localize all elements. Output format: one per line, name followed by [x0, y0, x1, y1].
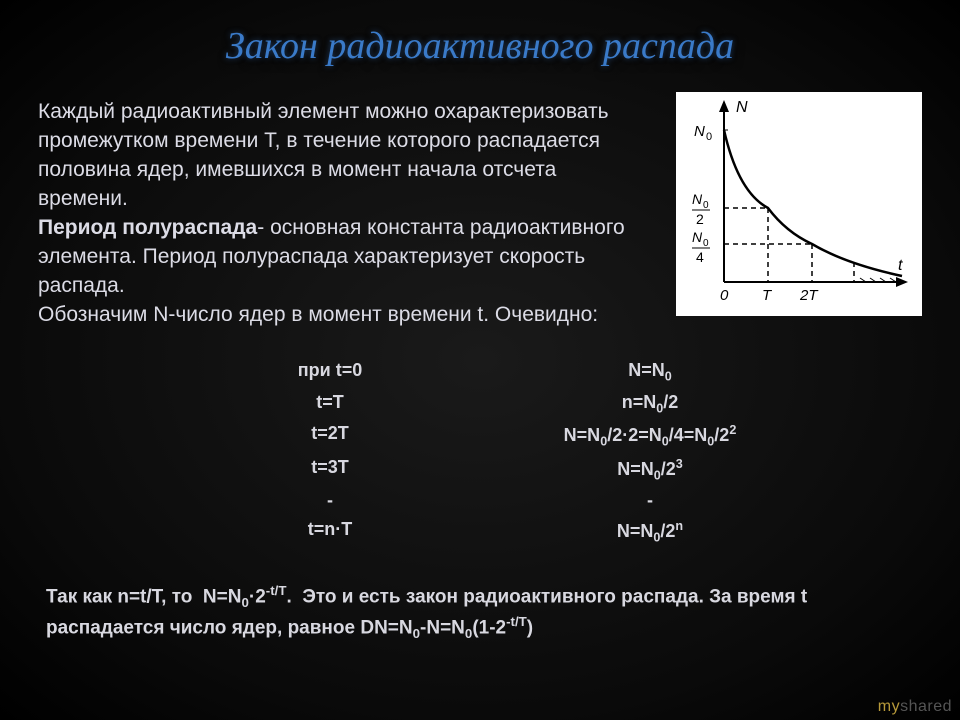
intro-p1a: Каждый радиоактивный элемент можно охара…	[38, 100, 609, 210]
table-row: при t=0N=N0	[220, 360, 860, 384]
watermark-my: my	[878, 698, 900, 715]
table-cell-left: -	[220, 490, 440, 511]
intro-bold: Период полураспада	[38, 216, 257, 239]
table-cell-left: t=T	[220, 392, 440, 416]
table-cell-left: при t=0	[220, 360, 440, 384]
svg-text:2: 2	[696, 211, 704, 227]
table-cell-left: t=3T	[220, 457, 440, 483]
table-row: t=Tn=N0/2	[220, 392, 860, 416]
svg-text:N: N	[692, 191, 703, 207]
decay-chart: N t N0 N0 2 N0 4 0 T 2T	[676, 92, 922, 316]
conclusion-text: Так как n=t/T, то N=N0·2-t/T. Это и есть…	[46, 582, 906, 643]
svg-text:0: 0	[703, 200, 709, 211]
svg-text:N: N	[694, 123, 705, 140]
svg-text:0: 0	[706, 131, 712, 143]
table-cell-right: N=N0/2n	[440, 519, 860, 545]
decay-curve	[724, 130, 902, 276]
table-cell-left: t=2T	[220, 423, 440, 449]
table-cell-right: N=N0	[440, 360, 860, 384]
svg-text:N: N	[692, 229, 703, 245]
watermark: myshared	[878, 698, 952, 716]
decay-table: при t=0N=N0t=Tn=N0/2t=2TN=N0/2·2=N0/4=N0…	[220, 360, 860, 553]
intro-p2: Обозначим N-число ядер в момент времени …	[38, 303, 598, 326]
table-cell-left: t=n·T	[220, 519, 440, 545]
table-cell-right: -	[440, 490, 860, 511]
svg-text:4: 4	[696, 249, 704, 265]
intro-text: Каждый радиоактивный элемент можно охара…	[38, 98, 638, 330]
table-cell-right: n=N0/2	[440, 392, 860, 416]
table-row: --	[220, 490, 860, 511]
table-row: t=3TN=N0/23	[220, 457, 860, 483]
svg-text:T: T	[762, 287, 773, 304]
svg-text:2T: 2T	[799, 287, 819, 304]
table-row: t=2TN=N0/2·2=N0/4=N0/22	[220, 423, 860, 449]
svg-text:0: 0	[703, 238, 709, 249]
slide-title: Закон радиоактивного распада	[0, 0, 960, 68]
table-row: t=n·TN=N0/2n	[220, 519, 860, 545]
watermark-shared: shared	[900, 698, 952, 715]
table-cell-right: N=N0/2·2=N0/4=N0/22	[440, 423, 860, 449]
svg-text:0: 0	[720, 287, 729, 304]
axis-N-label: N	[736, 99, 748, 116]
axis-t-label: t	[898, 257, 903, 274]
chart-svg: N t N0 N0 2 N0 4 0 T 2T	[676, 92, 922, 316]
table-cell-right: N=N0/23	[440, 457, 860, 483]
